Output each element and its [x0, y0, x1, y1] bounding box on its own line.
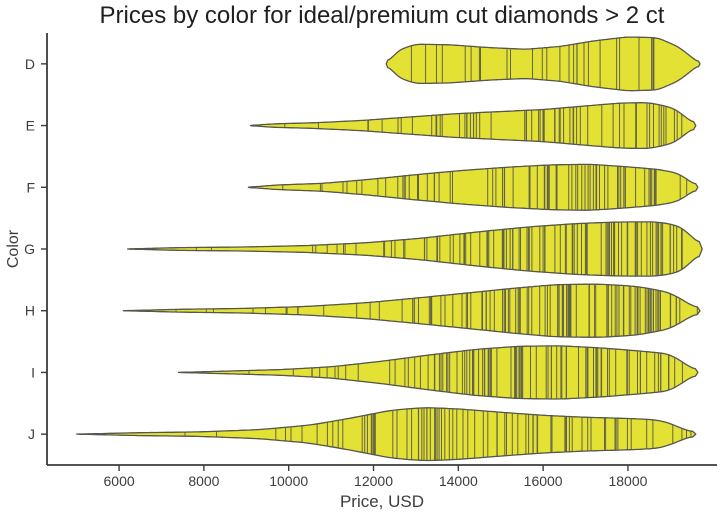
- x-tick-label: 14000: [439, 473, 478, 489]
- violin-body: [385, 36, 701, 92]
- x-tick-label: 16000: [524, 473, 563, 489]
- y-tick-label: I: [31, 364, 35, 380]
- y-tick-label: J: [28, 426, 35, 442]
- violin-I: [177, 345, 699, 400]
- y-tick-label: G: [24, 241, 35, 257]
- stick-lines: [282, 164, 688, 211]
- x-tick-label: 12000: [354, 473, 393, 489]
- violin-body: [247, 163, 699, 211]
- stick-lines: [184, 407, 692, 461]
- y-tick-label: E: [26, 118, 35, 134]
- violin-D: [385, 36, 701, 92]
- chart-title: Prices by color for ideal/premium cut di…: [99, 2, 665, 29]
- violin-J: [76, 407, 697, 462]
- x-tick-label: 8000: [188, 473, 219, 489]
- violin-H: [122, 283, 701, 338]
- x-tick-label: 10000: [269, 473, 308, 489]
- violin-E: [249, 102, 697, 150]
- violin-body: [122, 283, 701, 338]
- stick-lines: [175, 284, 698, 338]
- x-axis-ticks: 6000 8000 10000 12000 14000 16000 18000: [104, 465, 648, 489]
- stick-lines: [410, 37, 655, 91]
- stick-lines: [195, 221, 683, 277]
- x-tick-label: 6000: [104, 473, 135, 489]
- y-axis-ticks: D E F G H I J: [24, 56, 47, 442]
- stick-lines: [248, 345, 683, 399]
- x-axis-label: Price, USD: [339, 492, 425, 511]
- violin-F: [247, 163, 699, 211]
- y-tick-label: H: [25, 303, 35, 319]
- x-tick-label: 18000: [608, 473, 647, 489]
- stick-lines: [284, 102, 683, 149]
- violin-body: [76, 407, 697, 462]
- y-tick-label: D: [25, 56, 35, 72]
- violin-body: [126, 221, 703, 277]
- violin-G: [126, 221, 703, 277]
- y-tick-label: F: [26, 179, 35, 195]
- violin-body: [177, 345, 699, 400]
